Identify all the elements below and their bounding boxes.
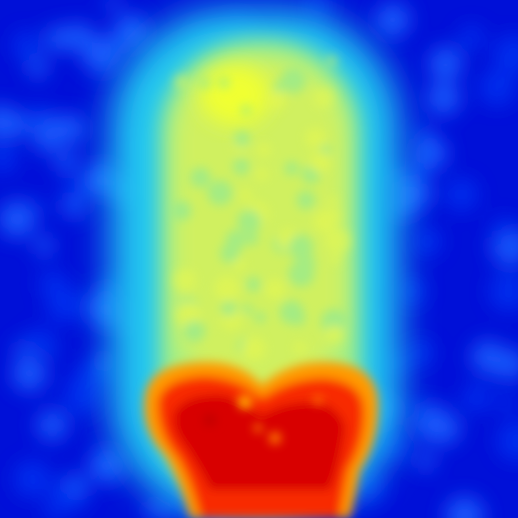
mottle-blob bbox=[428, 46, 463, 81]
column-speckle bbox=[257, 143, 271, 157]
mottle-blob bbox=[489, 272, 518, 311]
mottle-blob bbox=[113, 13, 149, 50]
mottle-blob bbox=[413, 227, 442, 256]
column-speckle bbox=[232, 158, 250, 175]
column-speckle bbox=[220, 243, 240, 263]
mottle-blob bbox=[404, 398, 426, 419]
column-speckle bbox=[309, 151, 331, 173]
top-highlight bbox=[200, 65, 270, 125]
mottle-blob bbox=[12, 357, 47, 392]
mottle-blob bbox=[413, 411, 442, 440]
mottle-blob bbox=[408, 340, 434, 366]
mottle-blob bbox=[28, 58, 48, 78]
mottle-blob bbox=[413, 136, 448, 171]
mottle-blob bbox=[82, 35, 121, 74]
column-speckle bbox=[183, 320, 206, 342]
column-speckle bbox=[305, 128, 326, 149]
mottle-blob bbox=[416, 452, 435, 471]
column-speckle bbox=[288, 234, 314, 260]
mottle-blob bbox=[493, 35, 518, 75]
column-speckle bbox=[233, 130, 251, 148]
mottle-blob bbox=[35, 236, 54, 256]
column-speckle bbox=[288, 261, 315, 287]
mottle-blob bbox=[34, 128, 59, 153]
column-speckle bbox=[245, 232, 259, 246]
column-speckle bbox=[218, 77, 230, 89]
column-speckle bbox=[266, 89, 287, 110]
column-speckle bbox=[273, 81, 285, 93]
column-speckle bbox=[207, 180, 233, 206]
column-speckle bbox=[242, 304, 253, 315]
column-speckle bbox=[190, 167, 211, 188]
column-speckle bbox=[254, 311, 266, 323]
column-speckle bbox=[330, 253, 341, 265]
mottle-blob bbox=[39, 270, 66, 297]
mottle-blob bbox=[427, 81, 461, 115]
mottle-blob bbox=[55, 150, 78, 173]
column-speckle bbox=[239, 189, 252, 201]
column-speckle bbox=[326, 325, 344, 343]
column-speckle bbox=[172, 268, 196, 292]
mottle-blob bbox=[64, 176, 89, 201]
mottle-blob bbox=[493, 217, 515, 239]
mottle-blob bbox=[459, 25, 484, 50]
mottle-blob bbox=[445, 178, 478, 211]
mottle-blob bbox=[497, 393, 516, 412]
column-speckle bbox=[313, 86, 335, 109]
column-speckle bbox=[328, 195, 339, 207]
column-speckle bbox=[246, 276, 261, 292]
mottle-blob bbox=[14, 460, 51, 498]
column-speckle bbox=[237, 209, 262, 234]
column-speckle bbox=[264, 279, 286, 300]
mottle-blob bbox=[4, 112, 29, 138]
mottle-blob bbox=[31, 199, 47, 214]
column-speckle bbox=[199, 77, 211, 90]
hot-spots bbox=[204, 395, 323, 444]
mottle-blob bbox=[462, 384, 491, 412]
mottle-blob bbox=[83, 162, 118, 198]
column-speckle bbox=[174, 74, 189, 89]
mottle-blob bbox=[12, 31, 42, 61]
mottle-blob bbox=[44, 505, 63, 518]
mottle-blob bbox=[37, 410, 68, 441]
mottle-blob bbox=[105, 0, 120, 11]
column-speckle bbox=[296, 190, 316, 210]
column-speckle bbox=[233, 258, 246, 271]
mottle-blob bbox=[497, 421, 518, 461]
mottle-blob bbox=[89, 447, 125, 484]
column-speckle bbox=[325, 228, 351, 254]
mottle-blob bbox=[479, 69, 515, 106]
mottle-blob bbox=[55, 113, 86, 144]
column-speckle bbox=[313, 210, 337, 233]
mottle-blob bbox=[496, 349, 518, 379]
mottle-blob bbox=[471, 340, 505, 374]
column-speckle bbox=[240, 104, 252, 116]
mottle-blob bbox=[411, 123, 428, 140]
mottle-blob bbox=[0, 200, 36, 238]
column-mottle bbox=[172, 55, 351, 361]
mottle-blob bbox=[46, 25, 73, 52]
column-speckle bbox=[279, 300, 304, 325]
column-speckle bbox=[326, 55, 338, 66]
mottle-blob bbox=[398, 277, 426, 305]
mottle-blob bbox=[66, 474, 88, 495]
column-speckle bbox=[293, 341, 306, 355]
mottle-blob bbox=[375, 2, 411, 38]
column-speckle bbox=[172, 201, 192, 221]
mottle-blob bbox=[145, 500, 166, 518]
column-speckle bbox=[214, 275, 240, 302]
column-speckle bbox=[280, 68, 306, 94]
mottle-blob bbox=[14, 341, 30, 357]
mottle-blob bbox=[445, 496, 485, 518]
column-speckle bbox=[221, 300, 237, 317]
mottle-blob bbox=[0, 144, 17, 173]
column-speckle bbox=[242, 336, 266, 361]
mottle-blob bbox=[26, 327, 55, 356]
mottle-blob bbox=[71, 363, 107, 399]
column-speckle bbox=[284, 161, 299, 176]
hot-region bbox=[144, 361, 379, 518]
column-speckle bbox=[255, 168, 268, 181]
